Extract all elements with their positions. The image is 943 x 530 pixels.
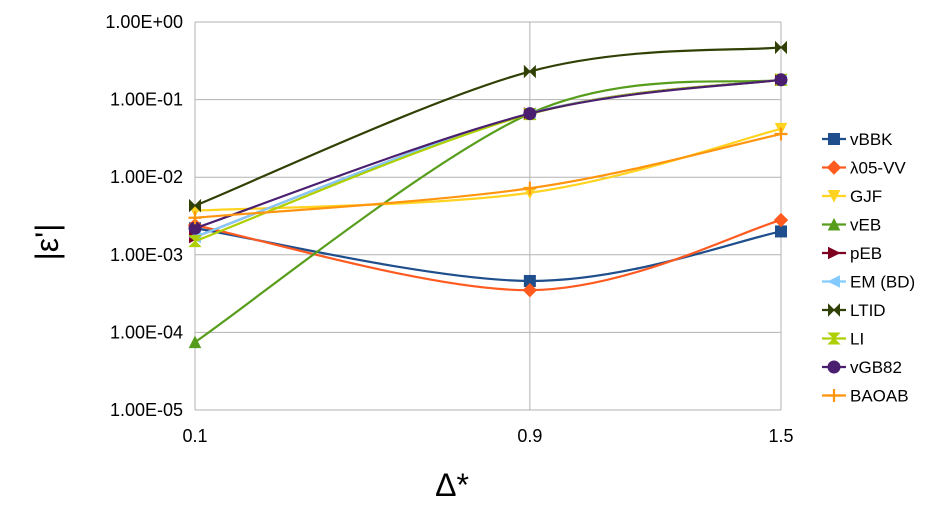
legend-marker xyxy=(827,190,841,203)
data-point xyxy=(188,211,202,225)
legend-marker xyxy=(826,160,842,175)
legend-item: vEB xyxy=(822,216,881,235)
y-axis-tick-labels: 1.00E+00 1.00E-01 1.00E-02 1.00E-03 1.00E-04… xyxy=(105,12,183,420)
series-line xyxy=(194,46,782,207)
grid-lines xyxy=(194,21,782,411)
legend-item: EM (BD) xyxy=(822,273,915,292)
x-tick-label: 0.9 xyxy=(517,426,542,446)
data-point xyxy=(523,107,537,121)
data-point xyxy=(775,225,787,238)
series-vgb82 xyxy=(188,73,788,235)
data-point xyxy=(188,335,202,349)
data-point xyxy=(523,64,536,79)
legend-item: GJF xyxy=(822,187,882,206)
y-axis-title: |ε'| xyxy=(29,224,65,261)
legend-item: vBBK xyxy=(822,130,893,149)
x-axis-title: Δ* xyxy=(435,467,469,503)
data-point xyxy=(523,181,537,195)
legend-item: pEB xyxy=(822,244,882,263)
legend-label: LI xyxy=(850,330,864,349)
legend-item: λ05-VV xyxy=(822,159,906,178)
y-tick-label: 1.00E+00 xyxy=(105,12,183,32)
data-point xyxy=(189,198,201,213)
legend-marker xyxy=(827,389,841,402)
series-line xyxy=(194,78,782,238)
legend-label: EM (BD) xyxy=(850,273,915,292)
y-tick-label: 1.00E-05 xyxy=(110,400,183,420)
series-line xyxy=(194,78,782,243)
legend-marker xyxy=(828,246,841,260)
y-tick-label: 1.00E-01 xyxy=(110,90,183,110)
y-tick-label: 1.00E-02 xyxy=(110,167,183,187)
y-tick-label: 1.00E-04 xyxy=(110,322,183,342)
legend-label: vEB xyxy=(850,216,881,235)
legend-label: vBBK xyxy=(850,130,893,149)
series-li xyxy=(188,73,788,248)
x-axis-tick-labels: 0.1 0.9 1.5 xyxy=(182,426,793,446)
series-lines xyxy=(187,40,789,349)
legend-label: GJF xyxy=(850,187,882,206)
legend-marker xyxy=(827,360,841,374)
legend-marker xyxy=(827,332,841,345)
series-line xyxy=(194,78,782,230)
legend-label: vGB82 xyxy=(850,358,902,377)
data-point xyxy=(774,73,788,87)
legend-item: vGB82 xyxy=(822,358,902,377)
data-point xyxy=(773,212,789,228)
legend-label: LTID xyxy=(850,301,886,320)
x-tick-label: 1.5 xyxy=(768,426,793,446)
series-line xyxy=(194,127,782,212)
data-point xyxy=(774,127,788,141)
series-baoab xyxy=(188,127,788,225)
x-tick-label: 0.1 xyxy=(182,426,207,446)
data-point xyxy=(522,282,538,298)
series-line xyxy=(194,78,782,238)
legend: vBBK λ05-VV GJF vEB pEB EM (BD) LTID LI vGB82 BAO… xyxy=(822,130,915,406)
data-point xyxy=(775,40,787,55)
legend-marker xyxy=(828,303,840,317)
legend-item: BAOAB xyxy=(822,387,909,406)
legend-marker xyxy=(827,217,841,231)
y-tick-label: 1.00E-03 xyxy=(110,245,183,265)
legend-item: LTID xyxy=(822,301,886,320)
legend-label: λ05-VV xyxy=(850,159,906,178)
legend-item: LI xyxy=(822,330,864,349)
series-line xyxy=(194,78,782,344)
legend-marker xyxy=(828,133,840,145)
legend-label: BAOAB xyxy=(850,387,909,406)
series-ltid xyxy=(189,40,787,213)
legend-label: pEB xyxy=(850,244,882,263)
data-point xyxy=(188,235,202,248)
legend-marker xyxy=(827,275,840,288)
